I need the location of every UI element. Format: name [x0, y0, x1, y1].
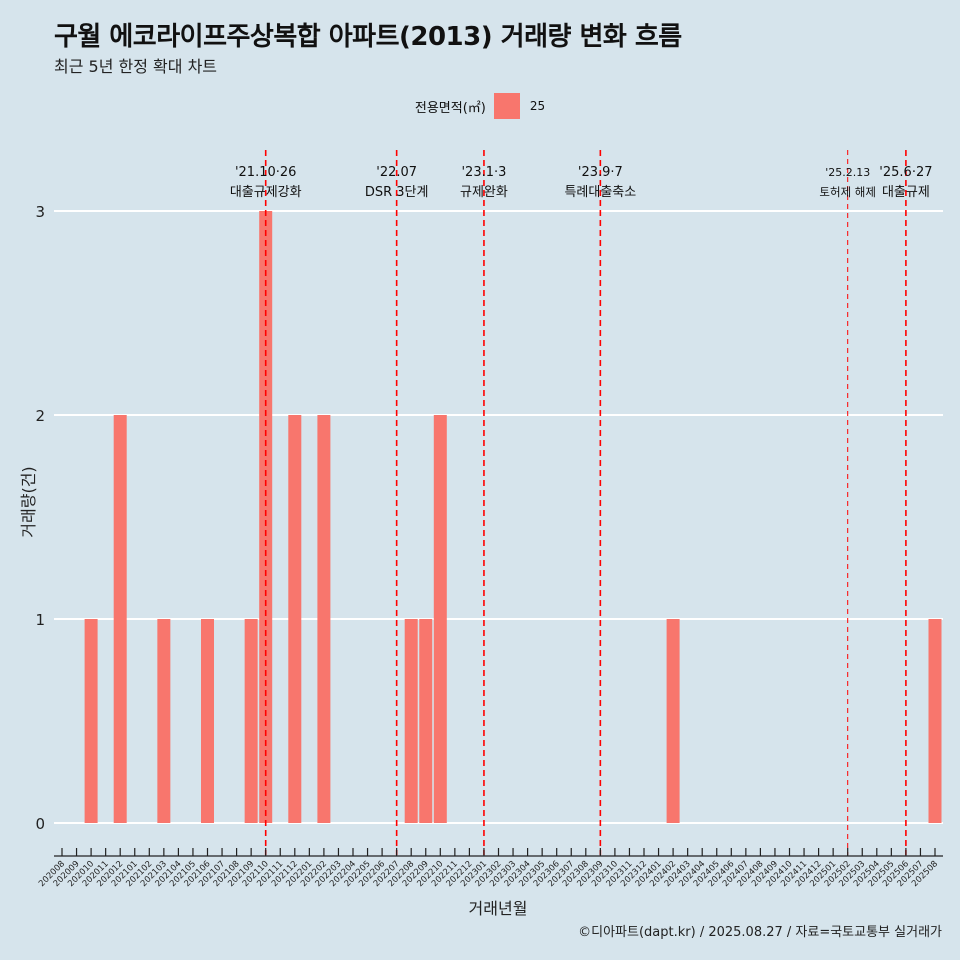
event-name-label: 대출규제	[882, 185, 930, 200]
event-date-label: '23.1·3	[461, 165, 506, 180]
y-tick-label: 1	[35, 611, 45, 629]
legend-entry-label: 25	[529, 99, 546, 113]
gridlines	[54, 210, 943, 824]
x-axis-title: 거래년월	[469, 899, 528, 918]
y-tick-label: 2	[35, 407, 45, 425]
x-axis: 2020082020092020102020112020122021012021…	[37, 848, 943, 889]
bar-202010	[84, 619, 98, 823]
bars	[84, 211, 942, 823]
legend-key-swatch	[493, 93, 520, 119]
bar-202209	[419, 619, 433, 823]
bar-202508	[928, 619, 942, 823]
bar-202110	[259, 211, 273, 823]
bar-202210	[433, 415, 447, 823]
event-name-label: 규제완화	[460, 185, 508, 200]
bar-202103	[157, 619, 171, 823]
event-name-label: 대출규제강화	[230, 185, 302, 200]
y-axis: 0 1 2 3	[35, 203, 45, 833]
bar-202208	[404, 619, 418, 823]
y-tick-label: 3	[35, 203, 45, 221]
y-axis-title: 거래량(건)	[19, 466, 38, 537]
legend-title: 전용면적(㎡)	[414, 100, 486, 116]
chart-subtitle: 최근 5년 한정 확대 차트	[54, 57, 218, 76]
bar-202106	[201, 619, 214, 823]
event-name-label: 특례대출축소	[564, 185, 636, 200]
bar-202012	[113, 415, 127, 823]
event-name-label: 토허제 해제	[819, 185, 876, 199]
bar-202112	[288, 415, 302, 823]
event-date-label: '21.10·26	[235, 165, 296, 180]
event-lines: '21.10·26 대출규제강화 '22.07 DSR 3단계 '23.1·3 규제완화 '…	[230, 150, 933, 855]
chart-title: 구월 에코라이프주상복합 아파트(2013) 거래량 변화 흐름	[54, 22, 682, 52]
event-name-label: DSR 3단계	[365, 185, 429, 200]
bar-202402	[666, 619, 680, 823]
bar-202109	[244, 619, 258, 823]
event-date-label: '22.07	[376, 165, 417, 180]
event-date-label: '25.2.13	[825, 166, 870, 179]
y-tick-label: 0	[35, 815, 45, 833]
bar-202202	[317, 415, 331, 823]
event-date-label: '23.9·7	[578, 165, 623, 180]
event-date-label: '25.6·27	[879, 165, 932, 180]
source-caption: ©디아파트(dapt.kr) / 2025.08.27 / 자료=국토교통부 실…	[578, 925, 942, 940]
legend: 전용면적(㎡) 25	[0, 93, 960, 119]
